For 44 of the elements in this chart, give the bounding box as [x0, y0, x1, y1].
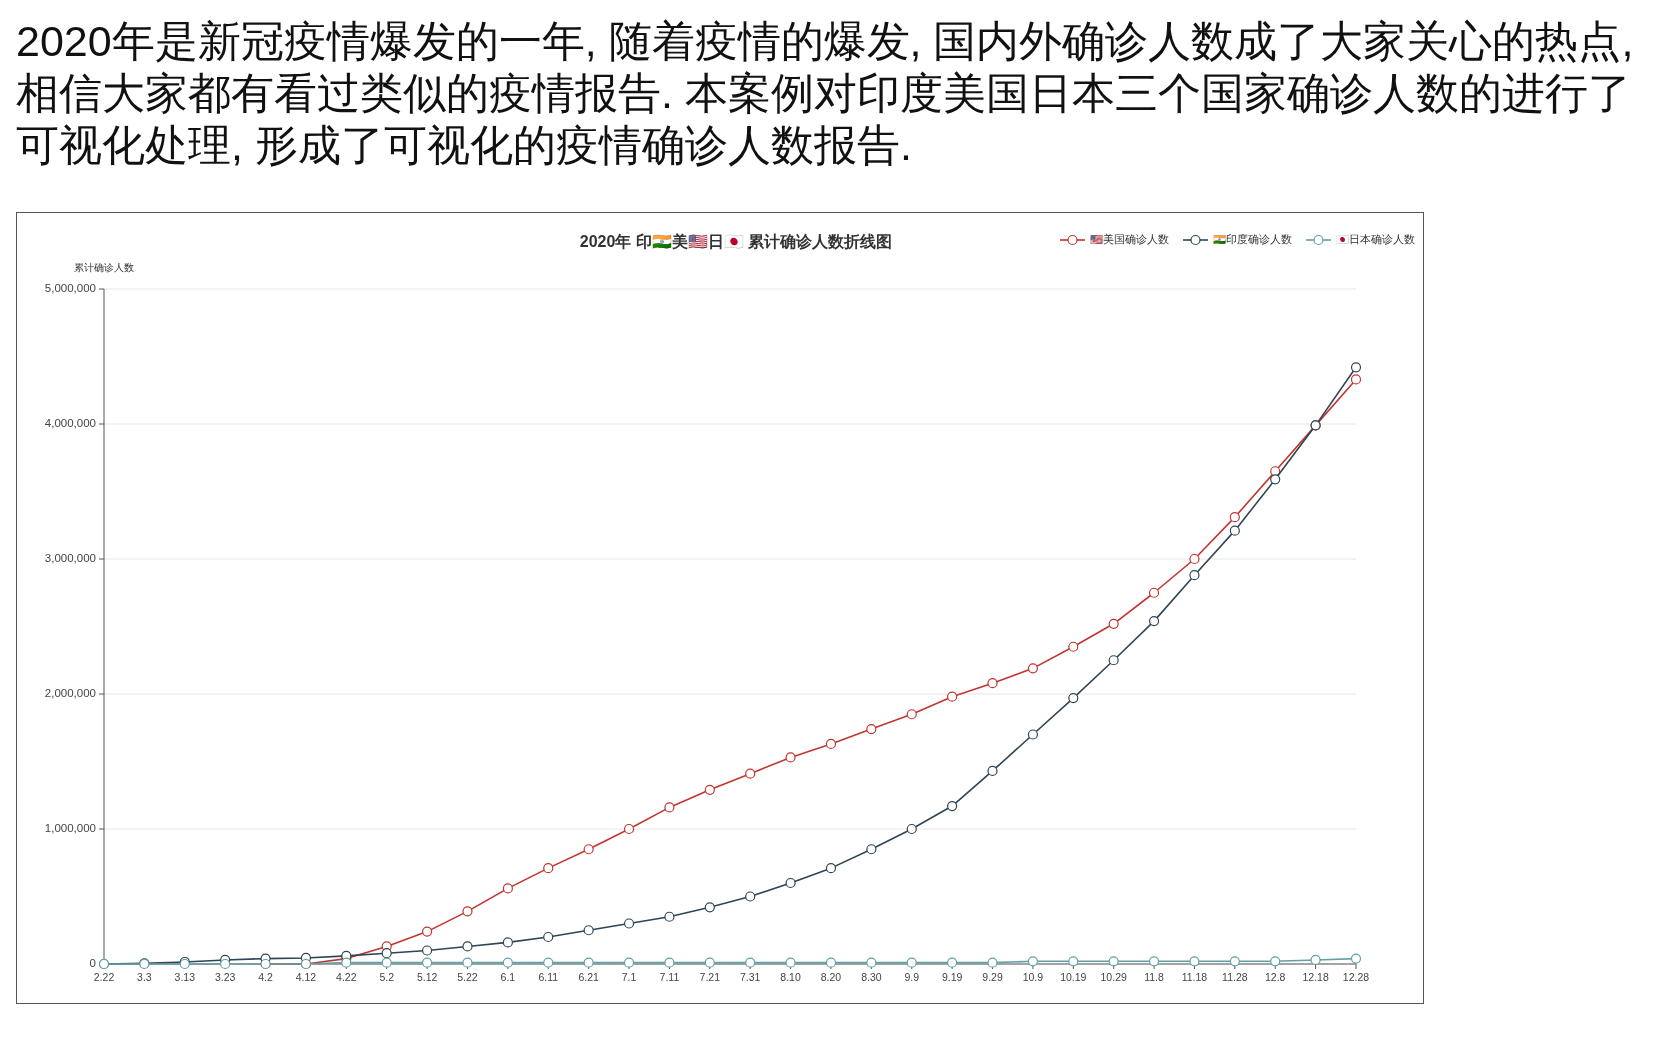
- x-tick-label: 7.21: [699, 970, 721, 983]
- x-tick-label: 6.21: [578, 970, 600, 983]
- x-tick-label: 11.8: [1144, 970, 1165, 983]
- x-tick-label: 5.22: [457, 970, 478, 983]
- x-tick-label: 7.1: [621, 970, 637, 983]
- x-tick-label: 12.8: [1265, 970, 1286, 983]
- x-tick-label: 9.9: [904, 970, 920, 983]
- legend-label: 🇺🇸美国确诊人数: [1090, 232, 1169, 245]
- x-tick-label: 10.29: [1100, 970, 1127, 983]
- y-tick-label: 3,000,000: [44, 552, 96, 565]
- x-tick-label: 6.11: [538, 970, 559, 983]
- y-tick-label: 2,000,000: [44, 687, 96, 700]
- x-tick-label: 8.10: [780, 970, 801, 983]
- x-tick-label: 11.18: [1181, 970, 1208, 983]
- x-tick-label: 8.30: [861, 970, 882, 983]
- legend-label: 🇮🇳印度确诊人数: [1213, 232, 1292, 245]
- y-axis-title: 累计确诊人数: [74, 261, 134, 273]
- chart-title: 2020年 印🇮🇳美🇺🇸日🇯🇵 累计确诊人数折线图: [579, 232, 893, 251]
- x-tick-label: 7.31: [739, 970, 761, 983]
- y-tick-label: 4,000,000: [44, 417, 96, 430]
- x-tick-label: 9.29: [982, 970, 1003, 983]
- x-tick-label: 7.11: [659, 970, 680, 983]
- x-tick-label: 9.19: [941, 970, 963, 983]
- x-tick-label: 2.22: [93, 970, 115, 983]
- x-tick-label: 4.22: [336, 970, 357, 983]
- x-tick-label: 6.1: [500, 970, 516, 983]
- x-tick-label: 4.12: [295, 970, 317, 983]
- x-tick-label: 8.20: [820, 970, 842, 983]
- x-tick-label: 10.9: [1022, 970, 1044, 983]
- y-tick-label: 1,000,000: [44, 822, 96, 835]
- y-tick-label: 5,000,000: [44, 282, 96, 295]
- x-tick-label: 3.13: [174, 970, 196, 983]
- x-tick-label: 12.18: [1302, 970, 1329, 983]
- x-tick-label: 5.12: [416, 970, 438, 983]
- x-tick-label: 10.19: [1060, 970, 1087, 983]
- x-tick-label: 3.23: [214, 970, 236, 983]
- legend-label: 🇯🇵日本确诊人数: [1336, 232, 1415, 245]
- x-tick-label: 5.2: [379, 970, 395, 983]
- text: 2020年是新冠疫情爆发的一年, 随着疫情的爆发, 国内外确诊人数成了大家关心的热点, 相信大家都有看过类似的疫情报告. 本案例对印度美国日本三个国家确诊人数的进行了可视化处理, 形成了可视化的疫情确诊人数报告.: [16, 16, 1635, 171]
- x-tick-label: 3.3: [137, 970, 152, 983]
- x-tick-label: 12.28: [1342, 970, 1370, 983]
- x-tick-label: 4.2: [258, 970, 273, 983]
- y-tick-label: 0: [89, 957, 96, 970]
- x-tick-label: 11.28: [1222, 970, 1248, 983]
